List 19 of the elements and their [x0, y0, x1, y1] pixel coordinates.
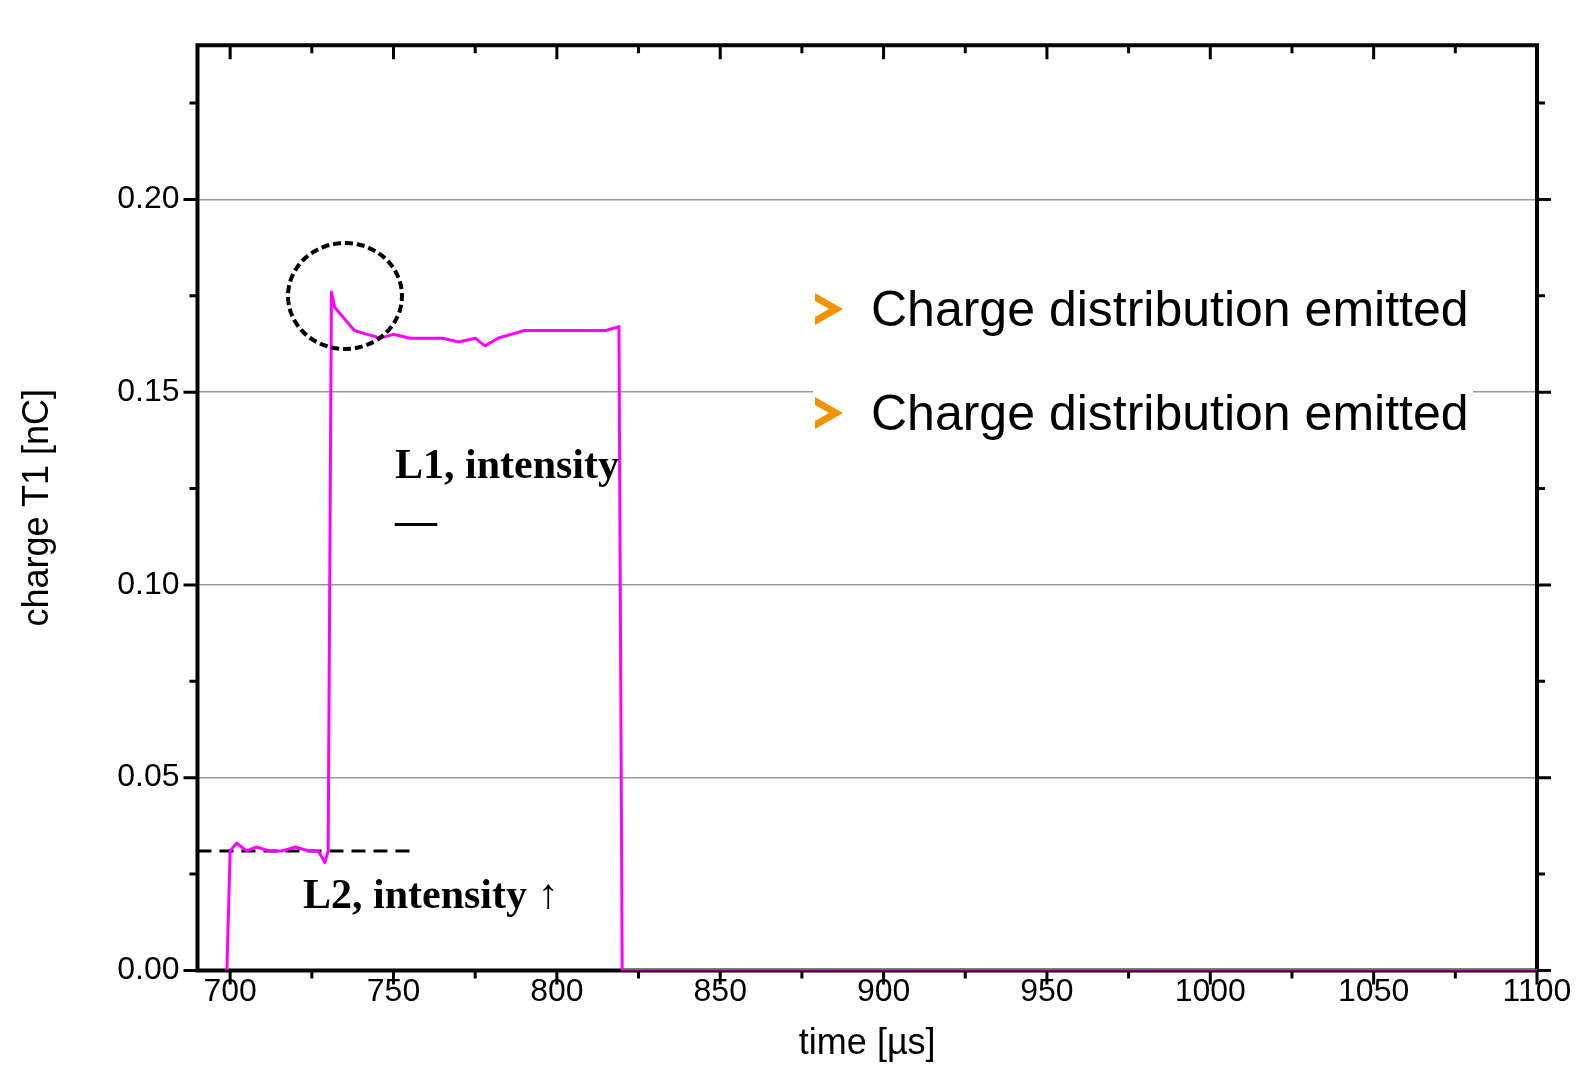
x-axis-title: time [µs]: [798, 1021, 936, 1063]
x-tick-label: 900: [856, 972, 911, 1009]
x-tick-label: 800: [530, 972, 584, 1009]
y-tick-label: 0.00: [117, 950, 180, 987]
y-tick-label: 0.05: [117, 757, 180, 794]
x-tick-label: 950: [1020, 972, 1074, 1009]
x-tick-label: 850: [693, 972, 747, 1009]
y-axis-title: charge T1 [nC]: [14, 389, 56, 627]
annotation: Charge distribution emitted: [871, 280, 1469, 338]
y-tick-label: 0.10: [117, 564, 180, 601]
y-tick-label: 0.15: [117, 371, 180, 408]
x-tick-label: 1050: [1338, 972, 1410, 1009]
y-tick-label: 0.20: [117, 179, 180, 216]
x-tick-label: 1100: [1502, 972, 1572, 1009]
x-tick-label: 750: [366, 972, 421, 1009]
x-tick-label: 1000: [1174, 972, 1246, 1009]
annotation: L2, intensity ↑: [303, 870, 559, 918]
x-tick-label: 700: [203, 972, 257, 1009]
annotation: Charge distribution emitted: [871, 384, 1469, 442]
